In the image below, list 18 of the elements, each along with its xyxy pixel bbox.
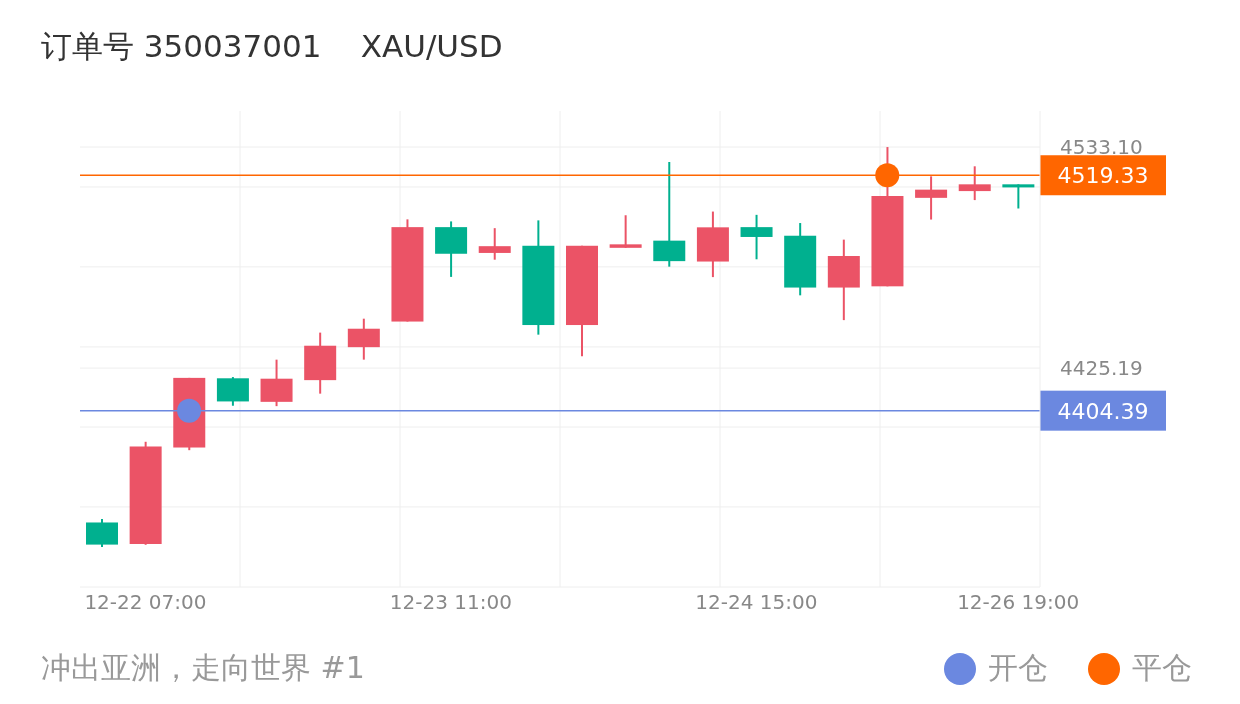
candlestick	[740, 213, 773, 261]
y-tick-label: 4425.19	[1060, 356, 1143, 381]
x-tick-label: 12-23 11:00	[389, 590, 512, 615]
legend-label: 平仓	[1132, 649, 1192, 687]
candlestick	[478, 227, 511, 261]
text: 冲出亚洲，走向世界 #1	[41, 649, 365, 687]
x-tick-label: 12-24 15:00	[695, 590, 818, 615]
candlestick	[609, 214, 642, 249]
chart-title: 订单号 350037001 XAU/USD	[41, 27, 503, 66]
ref-line-label: 4519.33	[1057, 163, 1149, 189]
legend-label: 开仓	[988, 649, 1048, 687]
ref-line-label: 4404.39	[1057, 398, 1149, 424]
x-tick-label: 12-22 07:00	[84, 590, 207, 615]
x-tick-label: 12-26 19:00	[957, 590, 1080, 615]
candlestick	[915, 175, 948, 221]
candlestick	[1002, 183, 1035, 210]
y-tick-label: 4533.10	[1060, 135, 1143, 160]
candlestick	[958, 165, 991, 202]
